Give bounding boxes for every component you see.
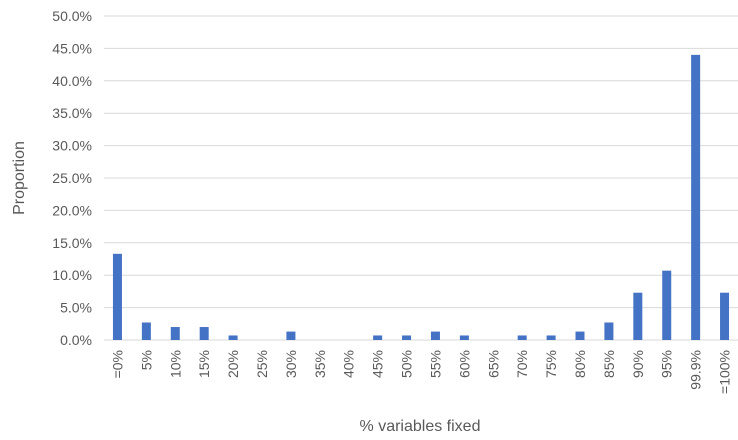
y-axis-ticks: 0.0% 5.0% 10.0% 15.0% 20.0% 25.0% 30.0% 35.0% 40…	[52, 8, 92, 348]
y-tick-label: 40.0%	[52, 73, 92, 89]
bar	[141, 322, 151, 340]
bar	[604, 322, 614, 340]
y-tick-label: 25.0%	[52, 170, 92, 186]
x-tick-label: 10%	[167, 350, 183, 378]
y-tick-label: 0.0%	[60, 332, 92, 348]
x-axis-title: % variables fixed	[360, 418, 481, 435]
x-tick-label: =0%	[109, 350, 125, 378]
x-tick-label: 40%	[341, 350, 357, 378]
x-tick-label: 55%	[427, 350, 443, 378]
bar	[546, 335, 556, 340]
bar	[112, 253, 122, 340]
y-tick-label: 50.0%	[52, 8, 92, 24]
y-axis-title: Proportion	[11, 141, 28, 215]
y-tick-label: 45.0%	[52, 40, 92, 56]
x-tick-label: 75%	[543, 350, 559, 378]
bar	[459, 335, 469, 340]
bar	[691, 54, 701, 340]
bar	[228, 335, 238, 340]
x-axis-ticks: =0% 5% 10% 15% 20% 25% 30% 35% 40% 45% 50% 55% 60% 65…	[109, 350, 732, 394]
bar	[199, 327, 209, 340]
bar	[575, 331, 585, 340]
x-tick-label: 99.9%	[688, 350, 704, 390]
y-tick-label: 30.0%	[52, 138, 92, 154]
x-tick-label: 45%	[370, 350, 386, 378]
x-tick-label: 25%	[254, 350, 270, 378]
y-tick-label: 20.0%	[52, 202, 92, 218]
bar	[373, 335, 383, 340]
gridlines	[104, 15, 738, 341]
x-tick-label: 60%	[456, 350, 472, 378]
x-tick-label: 70%	[514, 350, 530, 378]
x-tick-label: 80%	[572, 350, 588, 378]
x-tick-label: 30%	[283, 350, 299, 378]
y-tick-label: 10.0%	[52, 267, 92, 283]
bar	[662, 270, 672, 340]
y-tick-label: 35.0%	[52, 105, 92, 121]
x-tick-label: 35%	[312, 350, 328, 378]
bar	[720, 292, 730, 340]
x-tick-label: 50%	[399, 350, 415, 378]
bar	[633, 292, 643, 340]
x-tick-label: 15%	[196, 350, 212, 378]
y-tick-label: 5.0%	[60, 300, 92, 316]
bar	[170, 327, 180, 340]
x-tick-label: 90%	[630, 350, 646, 378]
x-tick-label: 65%	[485, 350, 501, 378]
bars	[112, 54, 730, 340]
x-tick-label: =100%	[717, 350, 733, 394]
bar	[430, 331, 440, 340]
x-tick-label: 20%	[225, 350, 241, 378]
x-tick-label: 85%	[601, 350, 617, 378]
bar	[517, 335, 527, 340]
y-tick-label: 15.0%	[52, 235, 92, 251]
bar	[402, 335, 412, 340]
x-tick-label: 95%	[659, 350, 675, 378]
x-tick-label: 5%	[138, 350, 154, 370]
bar	[286, 331, 296, 340]
